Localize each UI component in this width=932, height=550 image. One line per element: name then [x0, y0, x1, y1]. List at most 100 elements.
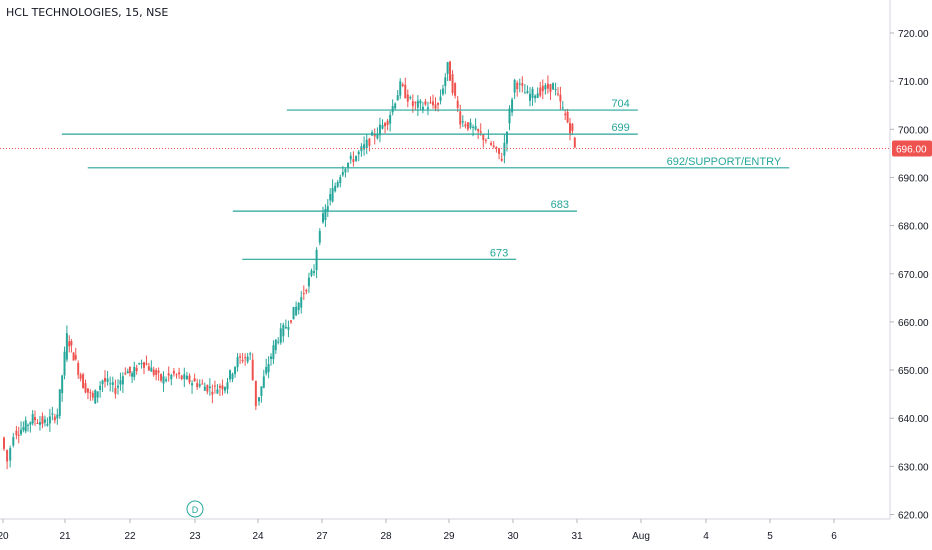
candle-body	[292, 306, 295, 320]
candle-body	[566, 111, 569, 123]
candle-body	[43, 419, 46, 423]
candle-body	[378, 124, 381, 136]
candle-body	[322, 213, 324, 223]
candle-body	[221, 385, 224, 390]
candle-body	[549, 84, 552, 92]
candle-body	[539, 87, 542, 96]
candle-body	[287, 327, 290, 330]
candle-body	[357, 151, 360, 155]
candle-body	[498, 148, 501, 154]
candle-body	[223, 387, 226, 391]
candle-body	[437, 103, 440, 105]
candle-body	[96, 391, 99, 398]
candle-body	[74, 355, 77, 360]
candle-body	[34, 417, 36, 421]
y-tick-label: 710.00	[898, 77, 929, 88]
candle-body	[318, 230, 321, 243]
candle-body	[246, 356, 249, 362]
candle-body	[277, 341, 280, 343]
candle-body	[124, 373, 127, 375]
candle-body	[490, 143, 493, 145]
candle-body	[198, 384, 201, 387]
candle-body	[479, 131, 482, 133]
x-tick-label: 30	[507, 531, 519, 542]
level-label: 683	[551, 199, 569, 211]
candle-body	[178, 372, 181, 375]
y-tick-label: 660.00	[898, 318, 929, 329]
x-tick-label: 6	[831, 531, 837, 542]
candle-body	[339, 177, 342, 184]
candle-body	[441, 88, 444, 95]
candle-body	[138, 363, 141, 365]
candle-body	[77, 362, 80, 375]
candle-body	[531, 88, 534, 98]
candle-body	[231, 373, 234, 380]
candle-body	[477, 128, 480, 132]
candle-body	[389, 114, 392, 124]
candle-body	[282, 324, 285, 337]
candle-body	[284, 326, 287, 329]
candle-body	[213, 385, 216, 387]
candle-body	[56, 414, 59, 419]
candle-body	[41, 416, 44, 424]
candle-body	[414, 102, 417, 104]
candle-body	[270, 356, 272, 359]
candle-body	[203, 386, 206, 391]
candle-body	[70, 341, 73, 346]
candle-body	[9, 448, 12, 461]
candle-body	[409, 96, 412, 99]
candle-body	[472, 126, 475, 128]
candle-body	[126, 371, 129, 374]
candle-body	[421, 106, 424, 111]
candle-body	[419, 100, 422, 104]
candle-body	[165, 379, 168, 382]
candle-body	[236, 357, 239, 368]
candle-body	[27, 424, 30, 426]
x-tick-label: Aug	[632, 531, 650, 542]
y-tick-label: 670.00	[898, 270, 929, 281]
candle-body	[429, 102, 432, 104]
candle-body	[262, 376, 265, 388]
candle-body	[72, 352, 75, 361]
candle-body	[484, 139, 487, 141]
candle-body	[109, 383, 112, 385]
candle-body	[249, 353, 252, 355]
candle-body	[466, 122, 469, 130]
candle-body	[143, 362, 145, 368]
candle-body	[500, 158, 503, 161]
candle-body	[495, 147, 498, 149]
candle-body	[513, 80, 516, 93]
candle-body	[446, 62, 449, 74]
candle-body	[155, 369, 158, 375]
candle-body	[6, 450, 9, 462]
candle-body	[258, 397, 260, 402]
candle-body	[226, 382, 229, 390]
candle-body	[114, 388, 117, 394]
candle-body	[17, 434, 20, 436]
candle-body	[526, 91, 529, 94]
candle-body	[150, 367, 153, 372]
candle-body	[65, 333, 68, 360]
candle-body	[22, 427, 25, 430]
candle-body	[216, 389, 219, 394]
candle-body	[265, 366, 268, 374]
candle-body	[461, 121, 464, 123]
candle-body	[241, 359, 244, 362]
candle-body	[61, 375, 64, 394]
candle-body	[91, 393, 94, 398]
candle-body	[349, 155, 352, 160]
level-label: 692/SUPPORT/ENTRY	[667, 156, 782, 168]
candle-body	[416, 100, 419, 108]
candle-body	[295, 306, 298, 316]
candle-body	[459, 111, 462, 125]
candle-body	[360, 146, 363, 152]
candle-body	[344, 168, 347, 173]
candle-body	[121, 376, 124, 385]
candle-body	[406, 94, 409, 102]
candle-body	[376, 134, 379, 139]
candle-body	[24, 420, 27, 432]
x-tick-label: 23	[189, 531, 201, 542]
candle-body	[503, 142, 506, 156]
candle-body	[404, 84, 407, 99]
